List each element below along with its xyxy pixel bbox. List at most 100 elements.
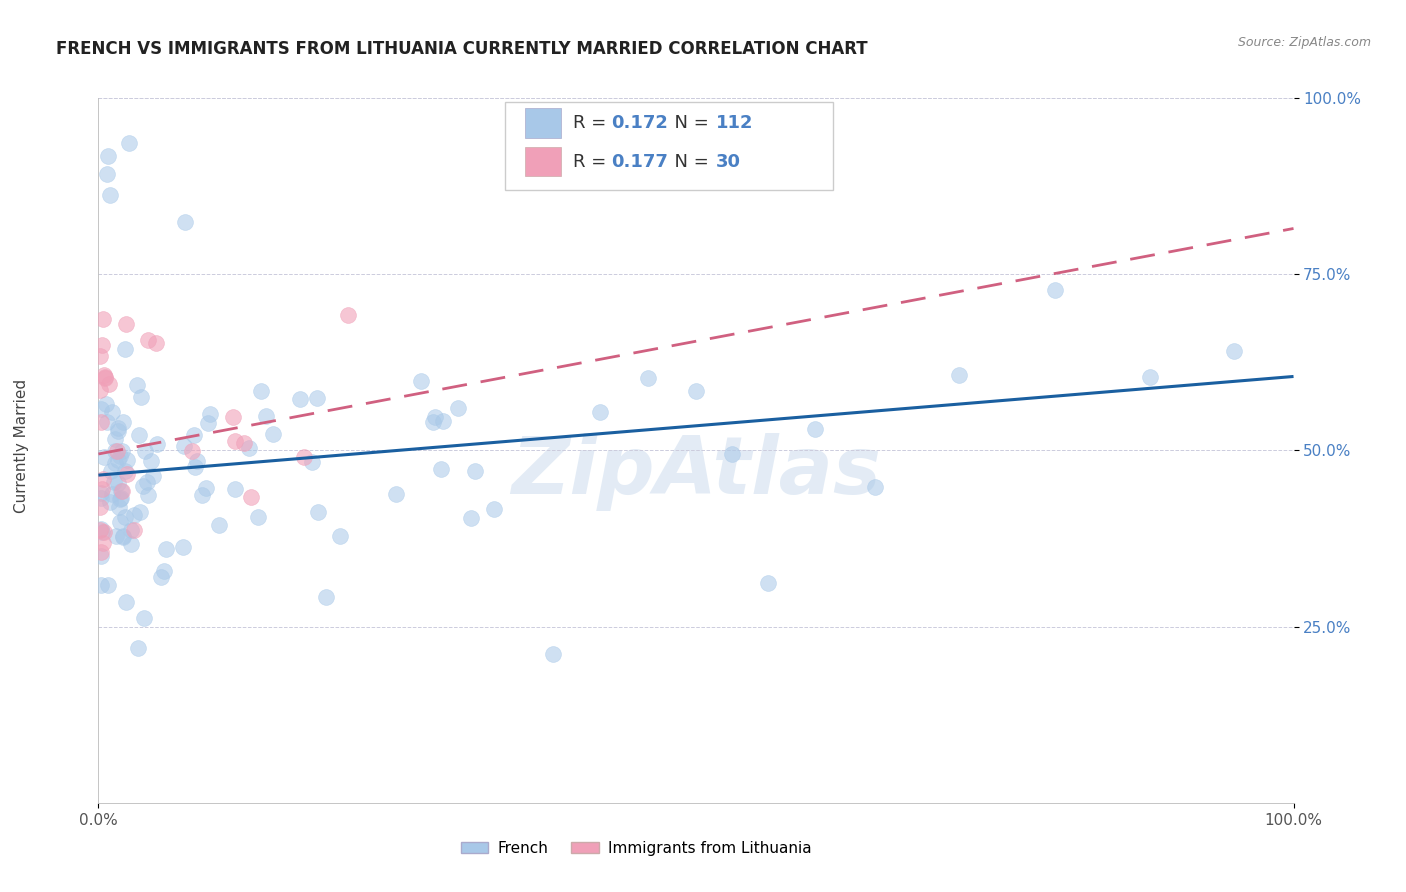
Point bbox=[90, 549, 112, 563]
Point bbox=[98, 376, 121, 391]
Point bbox=[93, 368, 115, 383]
Point bbox=[90, 522, 112, 536]
Point bbox=[104, 456, 127, 470]
Point bbox=[1139, 370, 1161, 384]
Point bbox=[385, 487, 408, 501]
Point bbox=[111, 484, 134, 499]
Point bbox=[865, 480, 887, 494]
Legend: French, Immigrants from Lithuania: French, Immigrants from Lithuania bbox=[454, 835, 818, 862]
Point bbox=[107, 421, 129, 435]
Point bbox=[112, 530, 135, 544]
Text: 0.177: 0.177 bbox=[612, 153, 668, 170]
Point bbox=[637, 370, 659, 384]
Text: ZipAtlas: ZipAtlas bbox=[510, 433, 882, 510]
Point bbox=[173, 439, 195, 453]
Point bbox=[128, 428, 150, 442]
Point bbox=[146, 437, 169, 451]
Point bbox=[89, 349, 111, 363]
Point bbox=[115, 595, 138, 609]
Point bbox=[423, 409, 446, 424]
Point bbox=[254, 409, 277, 424]
Point bbox=[136, 488, 159, 502]
Point bbox=[96, 415, 118, 429]
Point bbox=[288, 392, 311, 407]
Point bbox=[301, 455, 323, 469]
Point bbox=[315, 591, 337, 605]
Point bbox=[107, 453, 129, 467]
Point bbox=[96, 167, 118, 181]
Point bbox=[184, 460, 207, 475]
Point bbox=[150, 570, 173, 584]
Text: Source: ZipAtlas.com: Source: ZipAtlas.com bbox=[1237, 36, 1371, 49]
Text: N =: N = bbox=[662, 114, 714, 132]
Point bbox=[125, 377, 148, 392]
Point bbox=[207, 517, 229, 532]
Text: 30: 30 bbox=[716, 153, 741, 170]
Point bbox=[173, 215, 195, 229]
Point bbox=[145, 335, 167, 350]
Point bbox=[447, 401, 470, 415]
Point bbox=[118, 136, 141, 150]
Point bbox=[139, 454, 162, 468]
Point bbox=[103, 475, 125, 489]
Point bbox=[756, 576, 779, 591]
Point bbox=[94, 397, 117, 411]
Point bbox=[111, 444, 134, 458]
Point bbox=[132, 479, 155, 493]
Point bbox=[460, 510, 482, 524]
Point bbox=[90, 525, 112, 540]
Point bbox=[224, 482, 246, 496]
Point bbox=[122, 523, 145, 537]
Point bbox=[432, 414, 454, 428]
Point bbox=[90, 482, 112, 496]
Point bbox=[128, 505, 150, 519]
Point bbox=[127, 640, 149, 655]
Point bbox=[191, 488, 214, 502]
FancyBboxPatch shape bbox=[505, 102, 834, 190]
Point bbox=[114, 464, 136, 478]
Point bbox=[224, 434, 246, 449]
Point bbox=[105, 443, 128, 458]
Point bbox=[108, 500, 131, 515]
Point bbox=[246, 510, 269, 524]
Point bbox=[107, 424, 129, 438]
Point bbox=[152, 564, 174, 578]
Point bbox=[804, 422, 827, 436]
Point bbox=[129, 390, 152, 404]
Point bbox=[91, 472, 114, 486]
Point bbox=[104, 432, 127, 446]
Point bbox=[124, 508, 146, 522]
Point bbox=[222, 409, 245, 424]
Point bbox=[422, 415, 444, 429]
Point bbox=[305, 391, 328, 405]
Text: Currently Married: Currently Married bbox=[14, 379, 28, 513]
Point bbox=[94, 371, 117, 385]
Text: 112: 112 bbox=[716, 114, 754, 132]
Point bbox=[110, 515, 132, 529]
Point bbox=[197, 416, 219, 430]
Point bbox=[292, 450, 315, 464]
Point bbox=[89, 524, 111, 538]
Point bbox=[90, 486, 112, 500]
Point bbox=[238, 442, 260, 456]
Point bbox=[97, 149, 120, 163]
Point bbox=[111, 529, 134, 543]
Point bbox=[90, 402, 112, 417]
Point bbox=[132, 611, 155, 625]
Point bbox=[194, 481, 217, 495]
Point bbox=[482, 502, 505, 516]
Point bbox=[249, 384, 271, 398]
Point bbox=[948, 368, 970, 382]
Point bbox=[93, 450, 115, 465]
Point bbox=[108, 449, 131, 463]
Point bbox=[233, 435, 256, 450]
Point bbox=[183, 428, 205, 442]
Point bbox=[135, 475, 157, 489]
Point bbox=[110, 483, 132, 498]
Point bbox=[114, 342, 136, 356]
Point bbox=[97, 578, 120, 592]
Point bbox=[120, 537, 142, 551]
Point bbox=[112, 415, 135, 429]
Text: N =: N = bbox=[662, 153, 714, 170]
Point bbox=[138, 333, 160, 347]
